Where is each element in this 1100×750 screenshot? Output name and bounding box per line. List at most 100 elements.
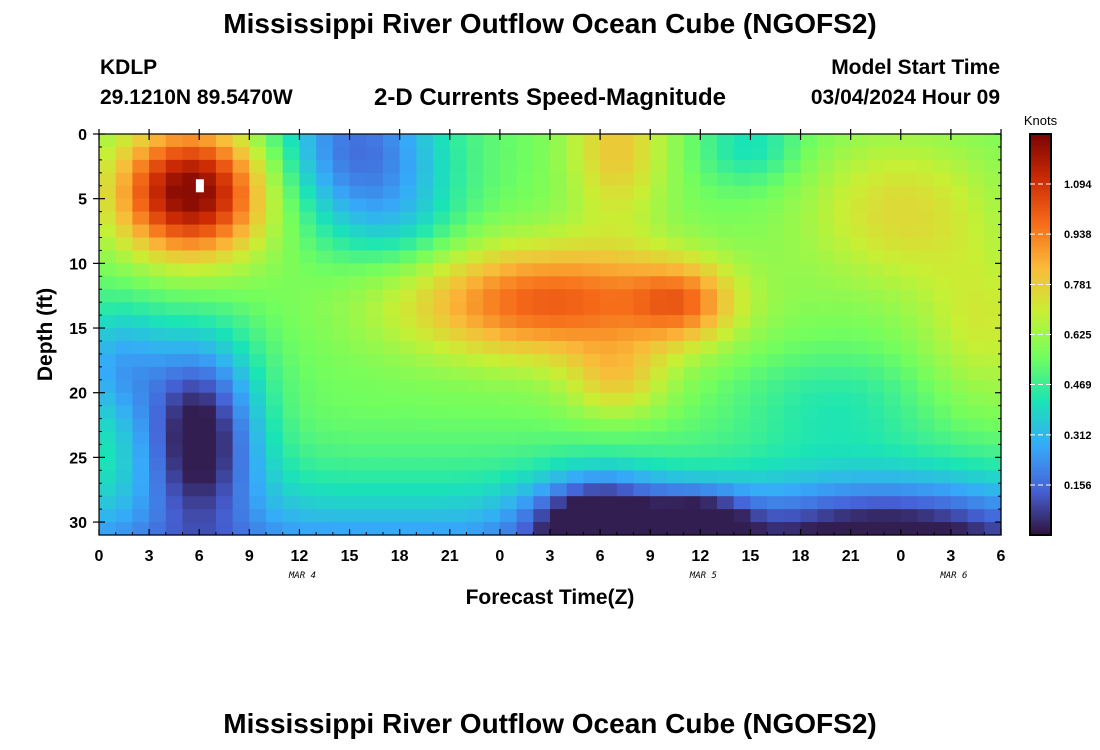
heatmap-cell — [182, 405, 200, 420]
heatmap-cell — [917, 134, 935, 148]
heatmap-cell — [533, 134, 551, 148]
heatmap-cell — [650, 392, 668, 407]
heatmap-cell — [316, 522, 334, 536]
heatmap-cell — [316, 483, 334, 497]
heatmap-cell — [984, 237, 1002, 252]
heatmap-cell — [416, 134, 434, 148]
heatmap-cell — [884, 315, 902, 329]
heatmap-cell — [249, 340, 267, 355]
heatmap-cell — [967, 405, 985, 420]
heatmap-cell — [449, 237, 468, 252]
heatmap-cell — [132, 224, 150, 239]
heatmap-cell — [783, 366, 802, 381]
heatmap-cell — [867, 289, 885, 303]
heatmap-cell — [967, 134, 985, 148]
heatmap-cell — [199, 198, 217, 213]
heatmap-cell — [934, 444, 952, 458]
heatmap-cell — [550, 353, 568, 368]
heatmap-cell — [483, 328, 501, 342]
heatmap-cell — [115, 353, 133, 368]
heatmap-cell — [750, 470, 768, 484]
heatmap-cell — [750, 366, 768, 381]
heatmap-cell — [115, 405, 133, 420]
station-coordinates: 29.1210N 89.5470W — [100, 86, 293, 109]
heatmap-cell — [700, 134, 718, 148]
heatmap-cell — [499, 302, 518, 316]
heatmap-cell — [382, 444, 401, 458]
heatmap-cell — [483, 315, 501, 329]
heatmap-cell — [533, 263, 551, 277]
heatmap-cell — [750, 211, 768, 226]
heatmap-cell — [984, 483, 1002, 497]
heatmap-cell — [650, 263, 668, 277]
heatmap-cell — [666, 263, 685, 277]
heatmap-cell — [199, 328, 217, 342]
heatmap-cell — [550, 172, 568, 187]
heatmap-cell — [817, 302, 835, 316]
heatmap-cell — [499, 211, 518, 226]
heatmap-cell — [733, 431, 752, 446]
heatmap-cell — [533, 418, 551, 433]
heatmap-cell — [132, 237, 150, 252]
heatmap-cell — [382, 379, 401, 394]
heatmap-cell — [332, 522, 351, 536]
heatmap-cell — [282, 159, 301, 174]
heatmap-cell — [750, 418, 768, 433]
heatmap-cell — [616, 263, 635, 277]
heatmap-cell — [917, 444, 935, 458]
heatmap-cell — [833, 159, 852, 174]
heatmap-cell — [934, 340, 952, 355]
heatmap-cell — [499, 185, 518, 200]
heatmap-cell — [733, 522, 752, 536]
heatmap-cell — [99, 340, 117, 355]
heatmap-cell — [717, 134, 735, 148]
heatmap-cell — [416, 366, 434, 381]
heatmap-cell — [483, 198, 501, 213]
heatmap-cell — [349, 134, 367, 148]
heatmap-cell — [767, 483, 785, 497]
heatmap-cell — [884, 146, 902, 161]
heatmap-cell — [199, 522, 217, 536]
heatmap-cell — [950, 353, 969, 368]
heatmap-cell — [199, 366, 217, 381]
heatmap-cell — [900, 496, 919, 510]
heatmap-cell — [249, 315, 267, 329]
heatmap-cell — [149, 457, 167, 471]
heatmap-cell — [666, 134, 685, 148]
heatmap-cell — [833, 496, 852, 510]
heatmap-cell — [182, 418, 200, 433]
heatmap-cell — [833, 418, 852, 433]
heatmap-cell — [833, 146, 852, 161]
heatmap-cell — [299, 172, 317, 187]
heatmap-cell — [332, 276, 351, 290]
heatmap-cell — [165, 496, 184, 510]
heatmap-cell — [566, 263, 584, 277]
heatmap-cell — [165, 276, 184, 290]
heatmap-cell — [600, 263, 618, 277]
heatmap-cell — [717, 483, 735, 497]
heatmap-cell — [950, 470, 969, 484]
heatmap-cell — [215, 263, 234, 277]
heatmap-cell — [282, 431, 301, 446]
heatmap-cell — [884, 237, 902, 252]
heatmap-cell — [182, 146, 200, 161]
heatmap-cell — [316, 159, 334, 174]
heatmap-cell — [199, 379, 217, 394]
heatmap-cell — [616, 159, 635, 174]
heatmap-cell — [232, 185, 250, 200]
x-tick-label: 0 — [495, 548, 504, 565]
heatmap-cell — [232, 483, 250, 497]
heatmap-cell — [750, 315, 768, 329]
heatmap-cell — [399, 146, 417, 161]
heatmap-cell — [950, 366, 969, 381]
heatmap-cell — [550, 159, 568, 174]
heatmap-cell — [349, 418, 367, 433]
heatmap-cell — [850, 379, 868, 394]
heatmap-cell — [232, 353, 250, 368]
heatmap-cell — [700, 444, 718, 458]
heatmap-cell — [266, 185, 284, 200]
heatmap-cell — [717, 405, 735, 420]
heatmap-cell — [717, 185, 735, 200]
heatmap-cell — [316, 263, 334, 277]
heatmap-cell — [984, 276, 1002, 290]
